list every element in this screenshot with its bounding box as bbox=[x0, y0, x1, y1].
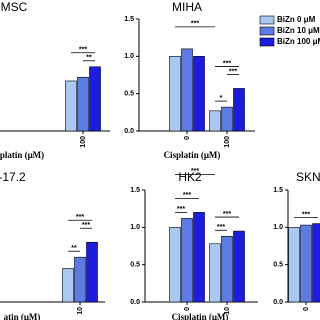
bar bbox=[300, 224, 312, 303]
bar bbox=[312, 223, 320, 303]
significance-label: *** bbox=[79, 47, 87, 54]
bar bbox=[89, 66, 101, 132]
y-tick-label: 0.5 bbox=[124, 91, 134, 98]
panel-title: -17.2 bbox=[0, 170, 26, 184]
y-tick-label: 0.0 bbox=[130, 299, 140, 306]
bar bbox=[209, 110, 221, 132]
bar bbox=[221, 235, 233, 303]
panel-title: MSC bbox=[1, 0, 28, 14]
y-tick-label: 0.0 bbox=[273, 299, 283, 306]
legend-label: BiZn 10 μM bbox=[277, 26, 320, 35]
bar bbox=[221, 106, 233, 132]
bar bbox=[86, 241, 98, 303]
bar bbox=[233, 230, 245, 303]
bar bbox=[193, 56, 205, 132]
significance-label: *** bbox=[177, 206, 185, 213]
legend-swatch bbox=[259, 37, 275, 47]
bar bbox=[74, 256, 86, 303]
y-tick-label: 1.5 bbox=[124, 16, 134, 23]
x-tick-label: 100 bbox=[224, 136, 231, 148]
significance-label: * bbox=[220, 95, 223, 102]
bar bbox=[288, 227, 300, 303]
bar bbox=[209, 243, 221, 303]
legend-label: BiZn 100 μM bbox=[277, 37, 320, 46]
significance-label: *** bbox=[82, 222, 90, 229]
x-tick-label: 10 bbox=[224, 307, 231, 315]
y-tick-label: 1.0 bbox=[124, 53, 134, 60]
significance-label: *** bbox=[223, 60, 231, 67]
significance-label: *** bbox=[191, 21, 199, 28]
significance-label: *** bbox=[76, 214, 84, 221]
x-tick-label: 0 bbox=[184, 307, 191, 311]
x-tick-label: 100 bbox=[80, 136, 87, 148]
y-tick-label: 0.5 bbox=[273, 262, 283, 269]
bar bbox=[181, 48, 193, 132]
legend-swatch bbox=[259, 15, 275, 25]
panel-title: SKN bbox=[296, 170, 320, 184]
bar bbox=[169, 227, 181, 303]
y-tick-label: 1.5 bbox=[130, 187, 140, 194]
bar bbox=[77, 76, 89, 132]
y-tick-label: 1.0 bbox=[273, 224, 283, 231]
significance-label: *** bbox=[223, 211, 231, 218]
x-tick-label: 0 bbox=[184, 136, 191, 140]
bar bbox=[181, 218, 193, 303]
legend-swatch bbox=[259, 26, 275, 36]
x-tick-label: 10 bbox=[77, 307, 84, 315]
significance-label: *** bbox=[191, 168, 199, 175]
bar bbox=[62, 268, 74, 303]
significance-label: *** bbox=[229, 68, 237, 75]
bar bbox=[193, 212, 205, 303]
y-tick-label: 0.5 bbox=[130, 262, 140, 269]
x-axis-label: Cisplatin (μM) bbox=[172, 312, 229, 320]
x-axis-label: Cisplatin (μM) bbox=[164, 150, 221, 160]
significance-label: ** bbox=[86, 55, 92, 62]
significance-label: *** bbox=[302, 211, 310, 218]
legend-label: BiZn 0 μM bbox=[277, 15, 316, 24]
y-tick-label: 0.0 bbox=[124, 128, 134, 135]
x-tick-label: 0 bbox=[303, 307, 310, 311]
bar bbox=[169, 56, 181, 132]
panel-title: MIHA bbox=[172, 0, 202, 14]
x-axis-label: atin (μM) bbox=[4, 312, 41, 320]
bar bbox=[233, 88, 245, 132]
y-tick-label: 1.5 bbox=[273, 187, 283, 194]
panel-title: HK2 bbox=[178, 170, 202, 184]
significance-label: *** bbox=[217, 224, 225, 231]
bar bbox=[65, 80, 77, 132]
significance-label: *** bbox=[183, 192, 191, 199]
y-tick-label: 1.0 bbox=[130, 224, 140, 231]
x-axis-label: platin (μM) bbox=[0, 150, 44, 160]
significance-label: ** bbox=[71, 245, 77, 252]
